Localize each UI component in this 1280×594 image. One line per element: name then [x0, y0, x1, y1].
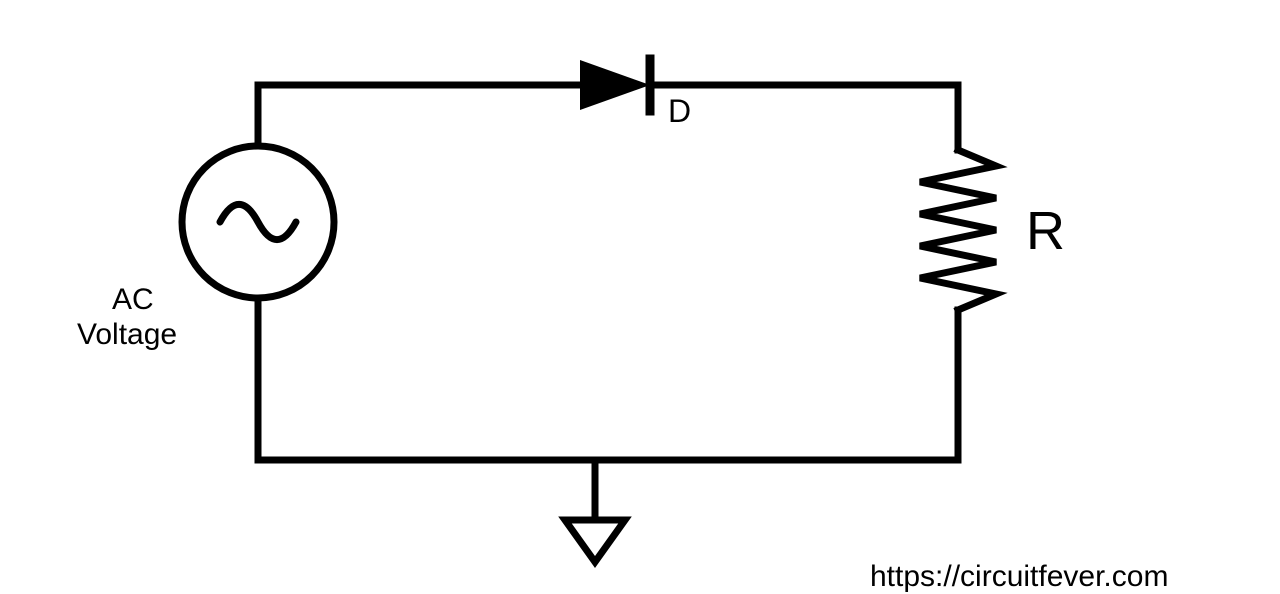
ac-source-label-line1: AC	[112, 283, 154, 317]
circuit-diagram	[0, 0, 1280, 590]
ac-source-label-line2: Voltage	[77, 318, 177, 352]
ac-source	[182, 146, 334, 298]
diode-label: D	[668, 93, 691, 130]
ground-symbol	[565, 460, 625, 562]
diode-symbol	[580, 59, 650, 111]
resistor-label: R	[1026, 200, 1065, 262]
credit-text: https://circuitfever.com	[870, 560, 1168, 594]
wire-group	[258, 85, 958, 460]
resistor-symbol	[920, 150, 996, 310]
